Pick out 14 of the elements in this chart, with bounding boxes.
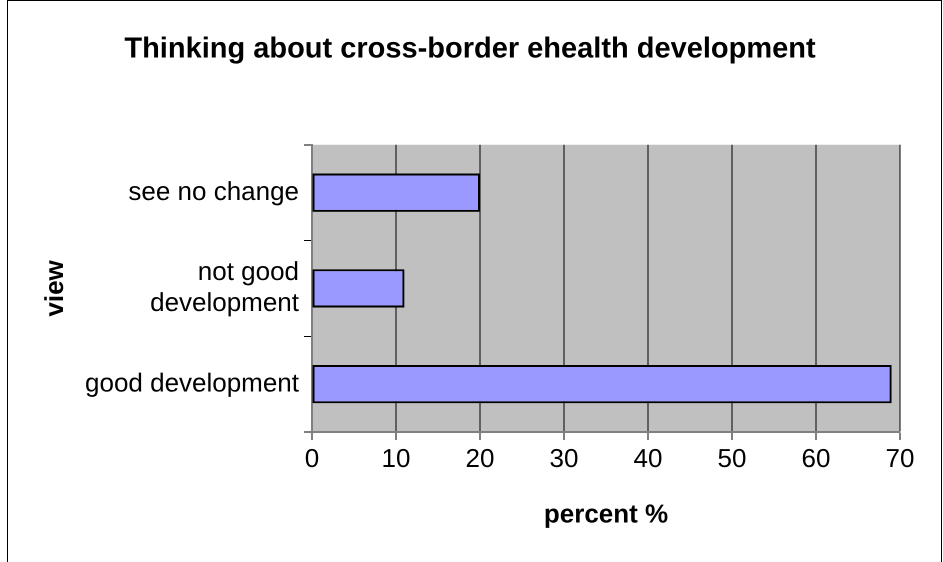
x-axis-title: percent % (544, 498, 668, 529)
y-axis-title: view (38, 259, 69, 317)
x-tick-label: 20 (466, 442, 494, 473)
y-tick-label: not good development (150, 256, 300, 318)
x-tick-label: 40 (634, 442, 662, 473)
x-tick-label: 10 (382, 442, 410, 473)
x-tick-label: 50 (718, 442, 746, 473)
y-tick-label: good development (85, 367, 300, 398)
y-tick-label: see no change (128, 176, 299, 206)
x-tick-label: 70 (886, 442, 914, 473)
x-tick-label: 60 (802, 442, 830, 473)
x-tick-label: 0 (304, 442, 320, 473)
chart-title: Thinking about cross-border ehealth development (124, 32, 816, 64)
x-tick-label: 30 (550, 442, 578, 473)
